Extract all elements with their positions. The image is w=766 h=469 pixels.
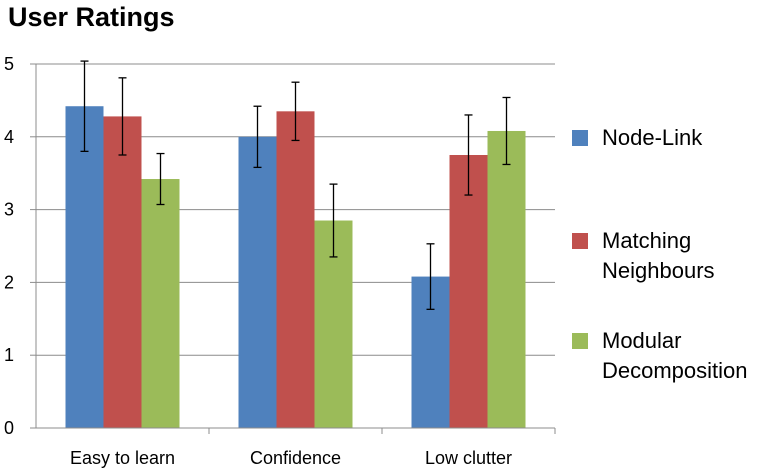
error-bar	[118, 77, 127, 156]
bars	[65, 106, 526, 429]
y-tick-label: 3	[4, 200, 14, 220]
legend-label-node-link: Node-Link	[602, 125, 703, 150]
y-tick-label: 2	[4, 272, 14, 292]
bar-modular-decomposition-2	[487, 130, 526, 428]
error-bar	[426, 243, 435, 310]
bar-node-link-1	[238, 136, 277, 429]
x-tick-label: Low clutter	[425, 448, 512, 468]
error-bar	[291, 81, 300, 142]
legend-swatch-modular-decomposition	[572, 333, 588, 349]
error-bars	[80, 60, 511, 310]
x-tick-label: Confidence	[250, 448, 341, 468]
legend-swatch-node-link	[572, 130, 588, 146]
legend-swatch-matching-neighbours	[572, 233, 588, 249]
y-tick-label: 1	[4, 345, 14, 365]
bar-matching-neighbours-2	[449, 155, 488, 428]
legend-label-modular-decomposition: Modular Decomposition	[602, 328, 748, 383]
x-tick-label: Easy to learn	[70, 448, 175, 468]
error-bar	[156, 152, 165, 206]
chart-title: User Ratings	[8, 2, 175, 32]
error-bar	[502, 96, 511, 166]
y-tick-label: 4	[4, 127, 14, 147]
error-bar	[329, 183, 338, 258]
error-bar	[464, 114, 473, 196]
bar-matching-neighbours-0	[103, 116, 142, 428]
axes: 0 1 2 3 4 5 Easy to learn Confidence Low clutter	[4, 54, 556, 468]
y-tick-label: 5	[4, 54, 14, 74]
error-bar	[253, 105, 262, 169]
error-bar	[80, 60, 89, 153]
bar-modular-decomposition-0	[141, 179, 180, 428]
legend-label-matching-neighbours: Matching Neighbours	[602, 228, 715, 283]
y-tick-label: 0	[4, 418, 14, 438]
bar-matching-neighbours-1	[276, 111, 315, 428]
bar-node-link-0	[65, 106, 104, 428]
